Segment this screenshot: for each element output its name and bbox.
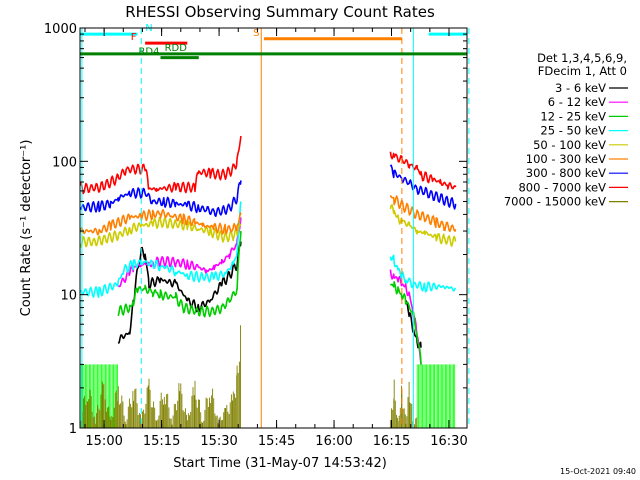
annotation-label: F xyxy=(131,32,137,43)
chart-title: RHESSI Observing Summary Count Rates xyxy=(125,3,435,21)
y-tick-label: 100 xyxy=(52,155,77,170)
axes: 1 10 100 1000 15:00 15:15 15:30 15:45 16:00 16:15… xyxy=(44,22,468,449)
annotation-label: S xyxy=(253,28,259,39)
y-tick-label: 1000 xyxy=(44,22,77,37)
series-line xyxy=(389,204,457,247)
x-tick-label: 16:30 xyxy=(430,434,467,449)
plot-area xyxy=(80,135,457,428)
series-line xyxy=(389,164,457,210)
legend-entry-label: 7000 - 15000 keV xyxy=(504,195,606,209)
series-line xyxy=(80,325,241,428)
x-tick-label: 16:00 xyxy=(315,434,352,449)
legend-entry-label: 25 - 50 keV xyxy=(540,124,606,138)
series-line xyxy=(389,254,457,293)
annotation-label: N xyxy=(145,23,152,34)
legend-entry-label: 800 - 7000 keV xyxy=(518,180,606,194)
series-line xyxy=(80,208,242,236)
legend: Det 1,3,4,5,6,9,FDecim 1, Att 0 3 - 6 keV… xyxy=(504,51,628,209)
legend-header: FDecim 1, Att 0 xyxy=(538,64,627,78)
green-noise-band xyxy=(416,364,456,428)
series-line xyxy=(389,281,422,365)
series-line xyxy=(80,201,242,298)
legend-entry-label: 50 - 100 keV xyxy=(533,138,606,152)
timestamp: 15-Oct-2021 09:40 xyxy=(560,467,636,476)
legend-header: Det 1,3,4,5,6,9, xyxy=(537,51,627,65)
x-tick-label: 15:15 xyxy=(143,434,180,449)
legend-entry-label: 3 - 6 keV xyxy=(555,81,606,95)
annotation-label: RD4 xyxy=(138,47,159,58)
series-line xyxy=(117,217,242,288)
x-tick-label: 15:00 xyxy=(85,434,122,449)
series-line xyxy=(80,135,242,195)
legend-entry-label: 6 - 12 keV xyxy=(548,95,606,109)
x-axis-label: Start Time (31-May-07 14:53:42) xyxy=(173,456,387,471)
series-line xyxy=(80,180,242,217)
series-line xyxy=(80,216,242,248)
annotation-label: RDD xyxy=(165,43,188,54)
y-tick-label: 1 xyxy=(69,422,77,437)
legend-entry-label: 100 - 300 keV xyxy=(526,152,606,166)
series-line xyxy=(389,379,418,428)
series-line xyxy=(389,151,457,190)
plot-frame xyxy=(79,27,468,429)
y-axis-label: Count Rate (s⁻¹ detector⁻¹) xyxy=(19,140,34,317)
x-tick-label: 15:30 xyxy=(200,434,237,449)
plot-content: NF RDD RD4 S xyxy=(80,23,470,428)
series-line xyxy=(117,241,242,344)
legend-entry-label: 12 - 25 keV xyxy=(540,109,606,123)
x-tick-label: 15:45 xyxy=(258,434,295,449)
series-line xyxy=(117,231,242,318)
y-tick-label: 10 xyxy=(60,289,77,304)
x-tick-label: 16:15 xyxy=(373,434,410,449)
legend-entry-label: 300 - 800 keV xyxy=(526,166,606,180)
